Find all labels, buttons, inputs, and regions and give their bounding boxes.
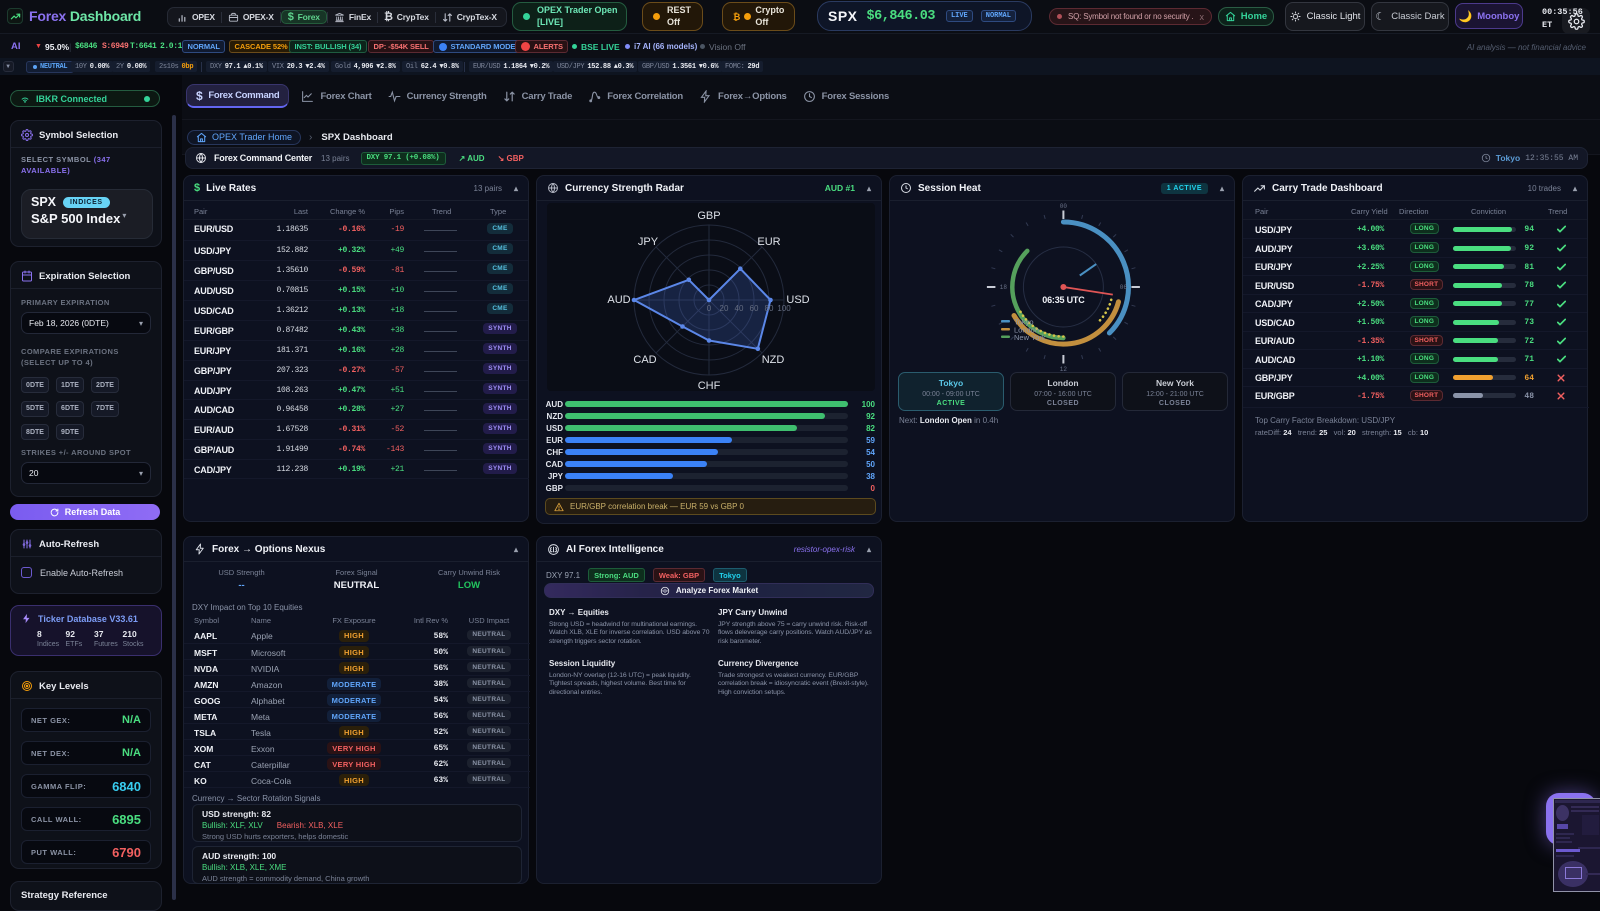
svg-text:06:35 UTC: 06:35 UTC — [1042, 295, 1085, 305]
svg-text:GBP: GBP — [697, 210, 720, 222]
svg-text:00: 00 — [1060, 203, 1068, 210]
svg-text:18: 18 — [1000, 284, 1008, 291]
svg-text:JPY: JPY — [638, 236, 659, 248]
svg-text:12: 12 — [1060, 366, 1068, 373]
svg-text:80: 80 — [765, 304, 774, 313]
svg-text:USD: USD — [786, 294, 809, 306]
svg-text:NZD: NZD — [762, 354, 785, 366]
svg-text:London: London — [1014, 326, 1039, 335]
svg-text:Tokyo: Tokyo — [1014, 318, 1034, 327]
svg-text:AUD: AUD — [607, 294, 630, 306]
svg-text:60: 60 — [750, 304, 759, 313]
svg-text:06: 06 — [1120, 284, 1128, 291]
svg-text:CAD: CAD — [633, 354, 656, 366]
svg-text:New York: New York — [1014, 333, 1046, 342]
svg-text:100: 100 — [777, 304, 791, 313]
svg-text:EUR: EUR — [757, 236, 780, 248]
svg-text:20: 20 — [720, 304, 729, 313]
svg-text:40: 40 — [735, 304, 744, 313]
svg-text:CHF: CHF — [698, 380, 721, 391]
svg-text:0: 0 — [707, 304, 712, 313]
